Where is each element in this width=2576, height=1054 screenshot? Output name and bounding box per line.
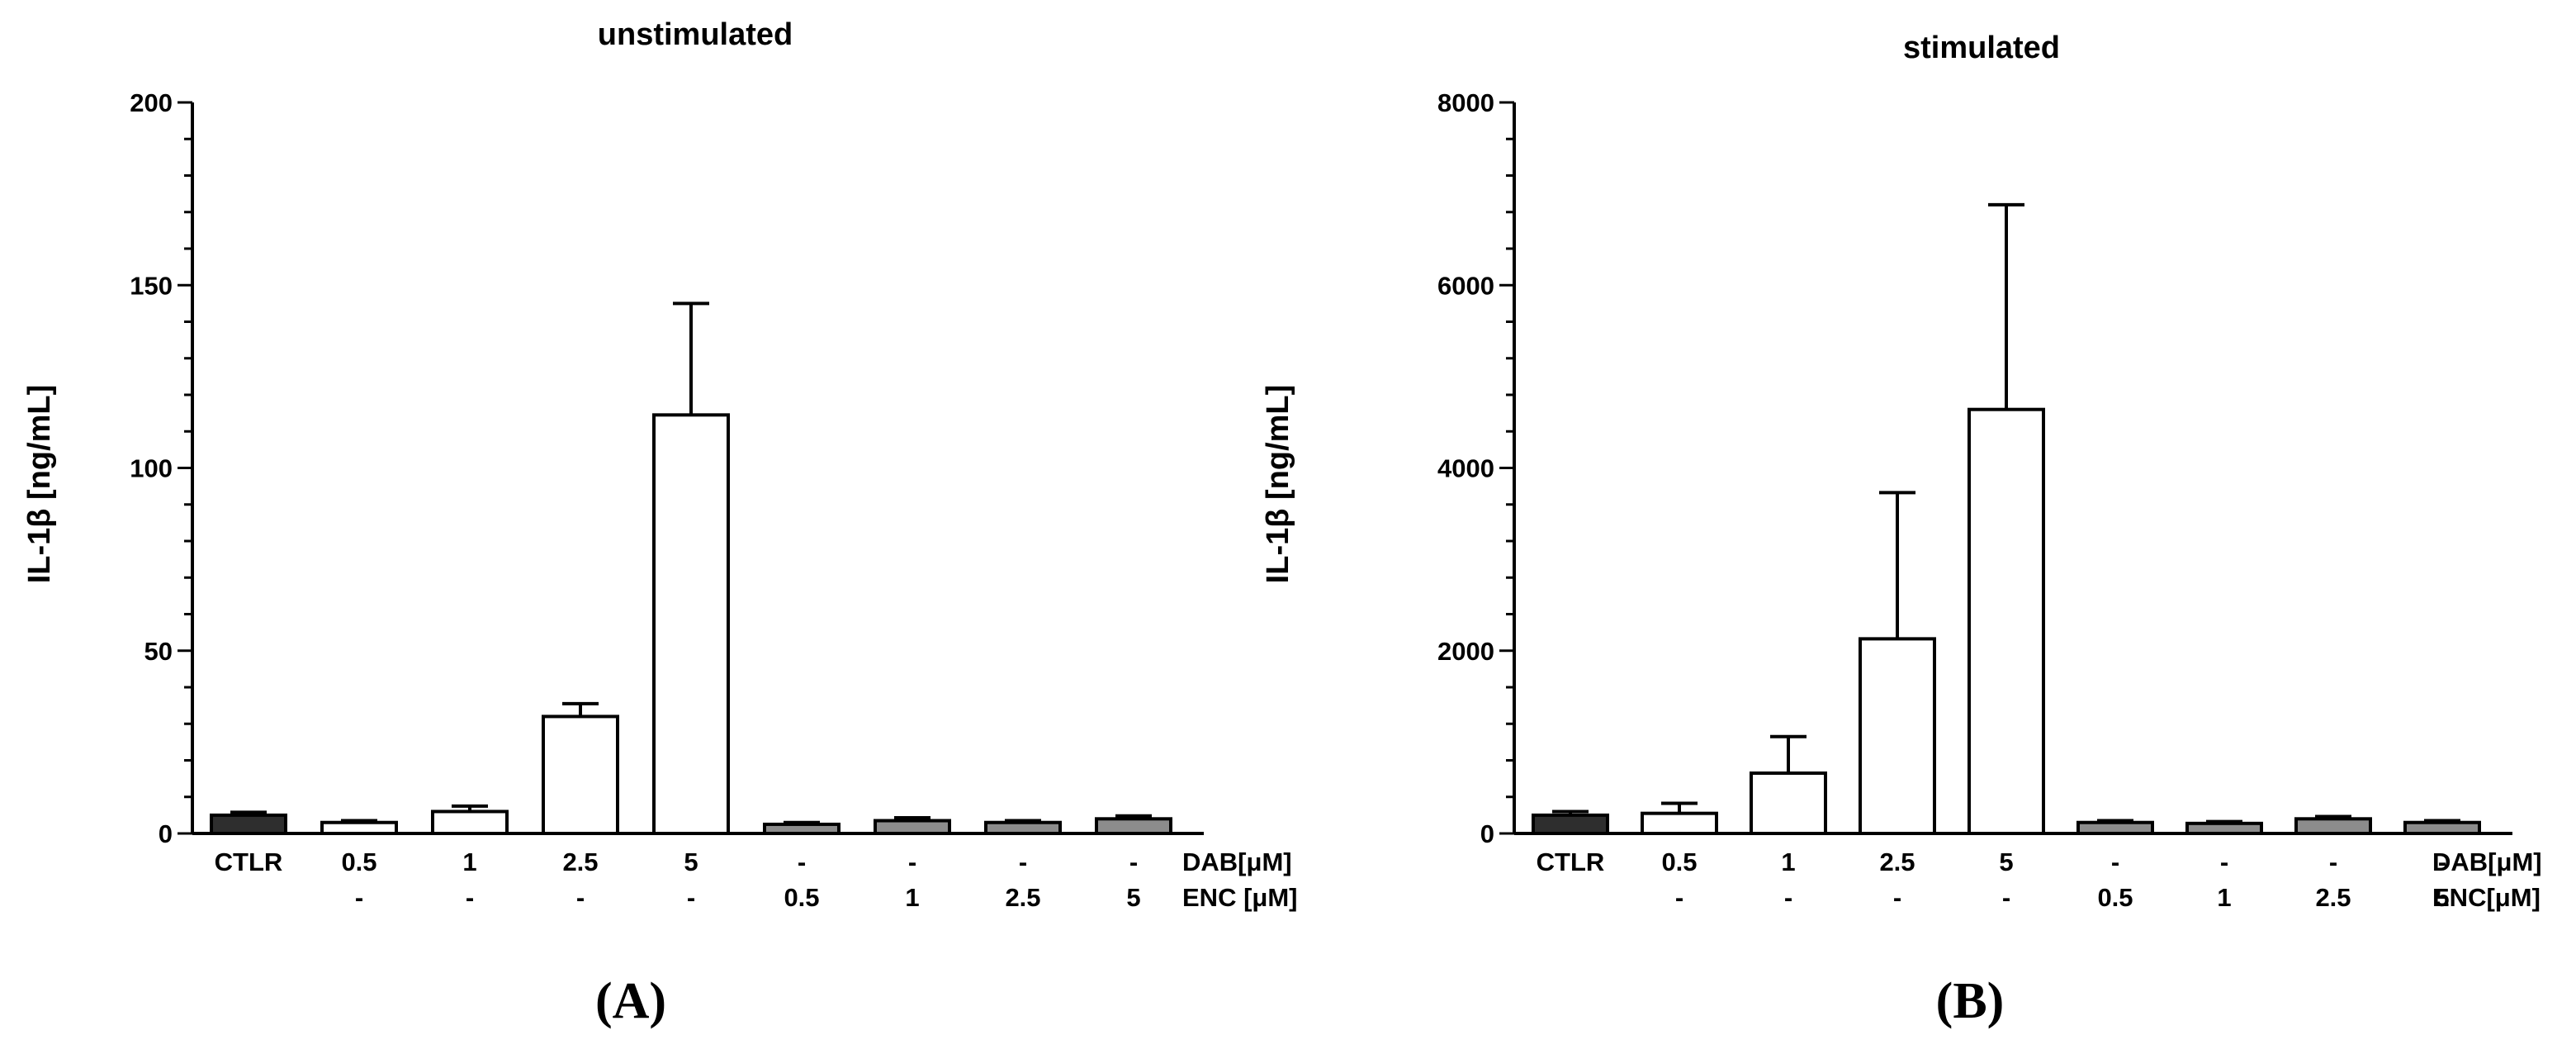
bar xyxy=(431,809,509,836)
bar xyxy=(763,822,841,835)
bar xyxy=(2185,821,2263,835)
x-tick-label-row2: 0.5 xyxy=(2097,883,2133,912)
bar xyxy=(1859,637,1936,836)
panel-label: (A) xyxy=(595,973,666,1029)
bar xyxy=(320,820,398,835)
bar xyxy=(652,413,730,835)
x-tick-label: 1 xyxy=(1781,847,1795,876)
x-tick-label-row2: - xyxy=(1675,883,1683,912)
row-label-dab: DAB[μM] xyxy=(1182,847,1292,876)
chart-title: stimulated xyxy=(1903,31,2060,65)
x-tick-label: 0.5 xyxy=(1661,847,1697,876)
x-tick-label-row2: - xyxy=(466,883,474,912)
x-tick-label-row2: - xyxy=(687,883,695,912)
x-tick-label: - xyxy=(798,847,806,876)
y-axis-label: IL-1β [ng/mL] xyxy=(22,385,57,584)
bar xyxy=(1532,813,1609,835)
y-tick-label: 150 xyxy=(130,271,173,300)
x-tick-label-row2: - xyxy=(1784,883,1792,912)
bar xyxy=(1750,771,1827,835)
bar xyxy=(2076,820,2154,835)
bar xyxy=(2403,820,2481,835)
x-tick-label-row2: - xyxy=(2002,883,2010,912)
y-tick-label: 0 xyxy=(159,819,173,848)
x-tick-label: 0.5 xyxy=(341,847,376,876)
x-tick-label-row2: 5 xyxy=(2435,883,2449,912)
x-tick-label-row2: 0.5 xyxy=(784,883,819,912)
panel-label: (B) xyxy=(1936,973,2005,1029)
chart-title: unstimulated xyxy=(598,17,793,52)
y-tick-label: 50 xyxy=(144,637,173,666)
x-tick-label: 2.5 xyxy=(1879,847,1915,876)
x-tick-label-row2: 1 xyxy=(905,883,919,912)
bar xyxy=(210,813,287,835)
x-tick-label-row2: - xyxy=(576,883,585,912)
x-tick-label-row2: - xyxy=(355,883,363,912)
x-tick-label-row2: 5 xyxy=(1126,883,1140,912)
x-tick-label: - xyxy=(1129,847,1138,876)
x-tick-label-row2: 2.5 xyxy=(2315,883,2351,912)
row-label-enc: ENC [μM] xyxy=(1182,883,1298,912)
y-tick-label: 100 xyxy=(130,454,173,483)
y-axis-label: IL-1β [ng/mL] xyxy=(1261,385,1295,584)
x-tick-label: - xyxy=(2220,847,2228,876)
x-tick-label-row2: 2.5 xyxy=(1005,883,1040,912)
bar xyxy=(874,819,951,836)
x-tick-label: CTLR xyxy=(1537,847,1605,876)
y-tick-label: 8000 xyxy=(1437,88,1494,117)
x-tick-label: 1 xyxy=(462,847,476,876)
x-tick-label: - xyxy=(1019,847,1027,876)
bar xyxy=(1641,811,1718,835)
x-tick-label: 5 xyxy=(684,847,698,876)
x-tick-label: - xyxy=(2111,847,2119,876)
x-tick-label: 5 xyxy=(1999,847,2013,876)
bar xyxy=(542,715,619,836)
x-tick-label: - xyxy=(908,847,916,876)
chart-panel-a: unstimulated IL-1β [ng/mL] 0 50 100 150 200 CTL… xyxy=(22,17,1298,1029)
bar xyxy=(984,820,1062,835)
x-tick-label: - xyxy=(2329,847,2337,876)
row-label-dab: DAB[μM] xyxy=(2432,847,2542,876)
y-tick-label: 2000 xyxy=(1437,637,1494,666)
y-tick-label: 4000 xyxy=(1437,454,1494,483)
y-tick-label: 0 xyxy=(1480,819,1494,848)
row-label-enc: ENC[μM] xyxy=(2432,883,2540,912)
bar xyxy=(2294,817,2372,835)
bar xyxy=(1095,817,1172,835)
x-tick-label: CTLR xyxy=(215,847,283,876)
x-tick-label: 2.5 xyxy=(562,847,598,876)
y-tick-label: 6000 xyxy=(1437,271,1494,300)
y-tick-label: 200 xyxy=(130,88,173,117)
bar xyxy=(1968,407,2045,835)
x-tick-label-row2: 1 xyxy=(2217,883,2231,912)
x-tick-label: - xyxy=(2438,847,2446,876)
x-tick-label-row2: - xyxy=(1893,883,1901,912)
chart-panel-b: stimulated IL-1β [ng/mL] 0 2000 4000 6000 8000… xyxy=(1261,31,2542,1029)
